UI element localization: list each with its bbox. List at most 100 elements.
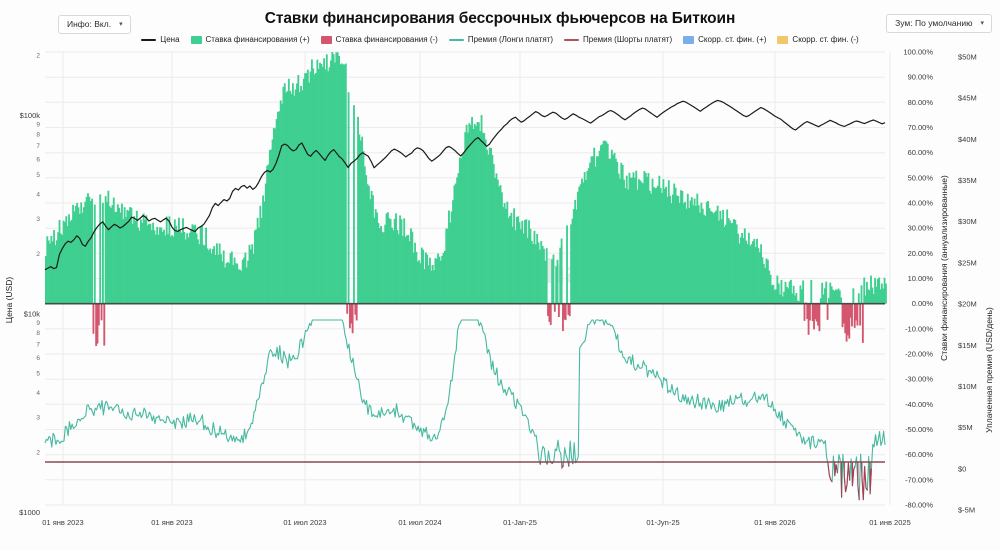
axis-tick-label: 0.00% [912,299,934,308]
axis-tick-label: $1000 [19,508,40,517]
axis-tick-label: 8 [36,330,40,337]
axis-tick-label: $-5M [958,506,975,515]
chevron-down-icon: ▾ [980,19,984,27]
legend-item-label: Скорр. ст. фин. (+) [698,35,767,44]
legend-swatch-icon [448,39,464,41]
axis-tick-label: 90.00% [908,73,934,82]
axis-tick-label: 2 [36,53,40,60]
axis-tick-label: -10.00% [905,324,933,333]
axis-tick-label: -50.00% [905,425,933,434]
axis-tick-label: 50.00% [908,173,934,182]
legend-item-label: Премия (Лонги платят) [467,35,553,44]
axis-tick-label: 80.00% [908,98,934,107]
axis-tick-label: $25M [958,258,977,267]
legend-item-label: Ставка финансирования (-) [335,35,438,44]
axis-tick-label: 5 [36,172,40,179]
legend-swatch-icon [190,36,202,44]
axis-tick-label: 30.00% [908,224,934,233]
axis-tick-label: 4 [36,191,40,198]
axis-tick-label: 01 июл 2023 [283,518,326,527]
legend-swatch-icon [320,36,332,44]
axis-tick-label: 9 [36,121,40,128]
axis-tick-label: 3 [36,415,40,422]
axis-tick-label: 01-Jan-25 [503,518,537,527]
axis-tick-label: $50M [958,53,977,62]
legend-item[interactable]: Скорр. ст. фин. (-) [777,35,859,44]
axis-tick-label: 01-Jyn-25 [646,518,679,527]
axis-tick-label: -70.00% [905,475,933,484]
axis-tick-label: 5 [36,371,40,378]
axis-tick-label: 2 [36,450,40,457]
series-premium-short [45,461,885,501]
axis-tick-label: $15M [958,341,977,350]
legend-swatch-icon [683,36,695,44]
series-funding-positive [45,52,887,304]
axis-labels: $1000 $10k $100k 2 2 2 3 3 4 4 5 5 6 6 7 7 8 8 9 9 Цена (USD… [4,48,994,528]
chevron-down-icon: ▾ [119,20,123,28]
series-funding-negative [92,303,864,346]
axis-tick-label: $35M [958,176,977,185]
zoom-dropdown-label: Зум: По умолчанию [895,18,973,28]
axis-tick-label: -20.00% [905,350,933,359]
legend-swatch-icon [777,36,789,44]
axis-tick-label: 01 июл 2024 [398,518,441,527]
axis-tick-label: $10k [24,309,41,318]
axis-tick-label: 01 янв 2023 [42,518,83,527]
axis-tick-label: 20.00% [908,249,934,258]
right-outer-axis-title: Уплаченная премия (USD/день) [984,307,994,433]
legend-item[interactable]: Ставка финансирования (+) [190,35,310,44]
axis-tick-label: 40.00% [908,199,934,208]
axis-tick-label: 7 [36,342,40,349]
legend-item[interactable]: Ставка финансирования (-) [320,35,438,44]
axis-tick-label: 3 [36,216,40,223]
legend-item[interactable]: Скорр. ст. фин. (+) [683,36,766,44]
axis-tick-label: $20M [958,300,977,309]
axis-tick-label: 6 [36,156,40,163]
left-axis-title: Цена (USD) [4,277,14,324]
axis-tick-label: $100k [20,111,41,120]
axis-tick-label: $30M [958,217,977,226]
legend-item-label: Ставка финансирования (+) [205,35,310,44]
axis-tick-label: 8 [36,132,40,139]
axis-tick-label: 9 [36,320,40,327]
page-title: Ставки финансирования бессрочных фьючерс… [264,10,736,27]
axis-tick-label: -30.00% [905,375,933,384]
axis-tick-label: 01 янв 2026 [754,518,795,527]
axis-tick-label: $40M [958,135,977,144]
legend-item-label: Премия (Шорты платят) [583,35,673,44]
chart-legend: Цена Ставка финансирования (+) Ставка фина… [0,36,1000,44]
axis-tick-label: 70.00% [908,123,934,132]
legend-item[interactable]: Премия (Шорты платят) [564,36,672,44]
axis-tick-label: 2 [36,251,40,258]
axis-tick-label: 01 инв 2025 [869,518,911,527]
legend-swatch-icon [141,39,157,41]
axis-tick-label: -40.00% [905,400,933,409]
legend-item[interactable]: Цена [141,35,180,44]
axis-tick-label: $45M [958,94,977,103]
axis-tick-label: 7 [36,143,40,150]
series-premium-long [44,319,886,501]
zoom-dropdown[interactable]: Зум: По умолчанию ▾ [886,14,992,33]
legend-item[interactable]: Премия (Лонги платят) [448,35,553,44]
axis-tick-label: -80.00% [905,501,933,510]
series-price [44,99,886,271]
axis-tick-label: 01 янв 2023 [151,518,192,527]
axis-tick-label: 4 [36,390,40,397]
axis-tick-label: 6 [36,355,40,362]
right-inner-axis-title: Ставки финансирования (аннуализированные… [939,175,949,361]
axis-tick-label: $0 [958,464,966,473]
legend-item-label: Цена [160,35,180,44]
axis-tick-label: 100.00% [903,48,933,57]
axis-tick-label: 60.00% [908,148,934,157]
info-toggle-label: Инфо: Вкл. [67,19,112,29]
axis-tick-label: $10M [958,382,977,391]
legend-item-label: Скорр. ст. фин. (-) [792,35,859,44]
legend-swatch-icon [564,39,579,41]
axis-tick-label: 10.00% [908,274,934,283]
axis-tick-label: -60.00% [905,450,933,459]
info-toggle-dropdown[interactable]: Инфо: Вкл. ▾ [58,15,131,34]
axis-tick-label: $5M [958,423,973,432]
